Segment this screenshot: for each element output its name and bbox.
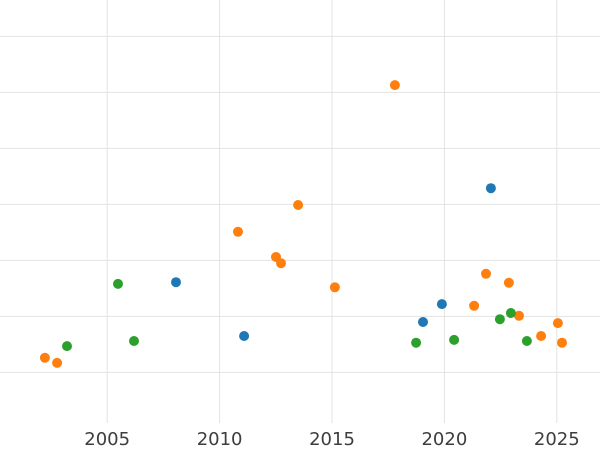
data-point-series-orange bbox=[552, 318, 563, 329]
x-tick-label: 2025 bbox=[534, 429, 580, 450]
x-tick-label: 2015 bbox=[309, 429, 355, 450]
data-point-series-blue bbox=[171, 277, 181, 288]
data-point-series-orange bbox=[39, 352, 50, 363]
data-point-series-green bbox=[449, 334, 460, 345]
data-point-series-orange bbox=[536, 331, 547, 341]
data-point-series-orange bbox=[481, 268, 491, 279]
data-point-series-orange bbox=[233, 226, 243, 237]
data-point-series-orange bbox=[514, 310, 524, 321]
data-point-series-blue bbox=[485, 183, 496, 194]
data-point-series-green bbox=[505, 308, 516, 318]
data-point-series-green bbox=[129, 336, 139, 346]
data-point-series-orange bbox=[329, 282, 340, 293]
x-tick-label: 2005 bbox=[84, 429, 130, 450]
x-tick-label: 2010 bbox=[197, 429, 243, 450]
data-point-series-orange bbox=[276, 258, 286, 269]
data-point-series-orange bbox=[557, 337, 567, 348]
data-point-series-green bbox=[411, 337, 422, 348]
data-point-series-blue bbox=[418, 317, 428, 327]
data-point-series-orange bbox=[52, 357, 63, 368]
data-point-series-green bbox=[62, 341, 72, 352]
data-point-series-blue bbox=[239, 331, 250, 341]
x-tick-label: 2020 bbox=[421, 429, 467, 450]
data-point-series-green bbox=[113, 278, 123, 289]
data-point-series-orange bbox=[293, 200, 304, 210]
data-point-series-orange bbox=[469, 300, 480, 311]
data-point-series-blue bbox=[436, 299, 447, 310]
data-point-series-green bbox=[494, 314, 505, 325]
data-point-series-orange bbox=[503, 277, 514, 288]
data-point-series-green bbox=[521, 336, 532, 346]
data-point-series-orange bbox=[389, 80, 400, 91]
